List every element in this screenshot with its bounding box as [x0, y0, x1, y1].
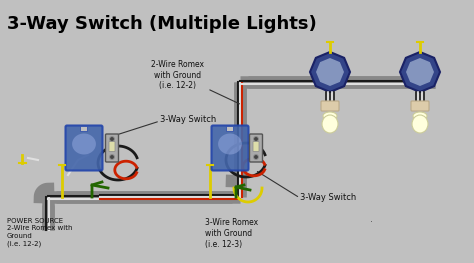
- Ellipse shape: [413, 112, 427, 120]
- Text: 3-Wire Romex
with Ground
(i.e. 12-3): 3-Wire Romex with Ground (i.e. 12-3): [205, 218, 258, 249]
- FancyBboxPatch shape: [65, 125, 102, 170]
- Circle shape: [110, 137, 114, 141]
- FancyBboxPatch shape: [211, 125, 248, 170]
- Circle shape: [255, 156, 257, 158]
- Polygon shape: [316, 58, 344, 86]
- FancyBboxPatch shape: [81, 127, 88, 132]
- Text: 3-Way Switch: 3-Way Switch: [300, 194, 356, 203]
- Circle shape: [110, 155, 114, 159]
- Ellipse shape: [412, 115, 428, 133]
- FancyBboxPatch shape: [227, 127, 234, 132]
- Polygon shape: [310, 52, 350, 92]
- Polygon shape: [406, 58, 434, 86]
- Text: 3-Way Switch (Multiple Lights): 3-Way Switch (Multiple Lights): [7, 15, 317, 33]
- FancyBboxPatch shape: [106, 134, 118, 162]
- FancyBboxPatch shape: [321, 101, 339, 111]
- Polygon shape: [400, 52, 440, 92]
- Circle shape: [254, 155, 258, 159]
- FancyBboxPatch shape: [253, 141, 259, 151]
- Ellipse shape: [218, 134, 242, 154]
- Circle shape: [254, 137, 258, 141]
- Text: .: .: [370, 214, 373, 224]
- Text: 2-Wire Romex
with Ground
(i.e. 12-2): 2-Wire Romex with Ground (i.e. 12-2): [152, 60, 239, 104]
- Ellipse shape: [322, 115, 338, 133]
- FancyBboxPatch shape: [109, 141, 115, 151]
- Circle shape: [111, 156, 113, 158]
- FancyBboxPatch shape: [411, 101, 429, 111]
- Ellipse shape: [323, 112, 337, 120]
- Circle shape: [111, 138, 113, 140]
- Text: 3-Way Switch: 3-Way Switch: [160, 115, 216, 124]
- Circle shape: [255, 138, 257, 140]
- FancyBboxPatch shape: [249, 134, 263, 162]
- Text: POWER SOURCE
2-Wire Romex with
Ground
(i.e. 12-2): POWER SOURCE 2-Wire Romex with Ground (i…: [7, 218, 73, 247]
- Ellipse shape: [72, 134, 96, 154]
